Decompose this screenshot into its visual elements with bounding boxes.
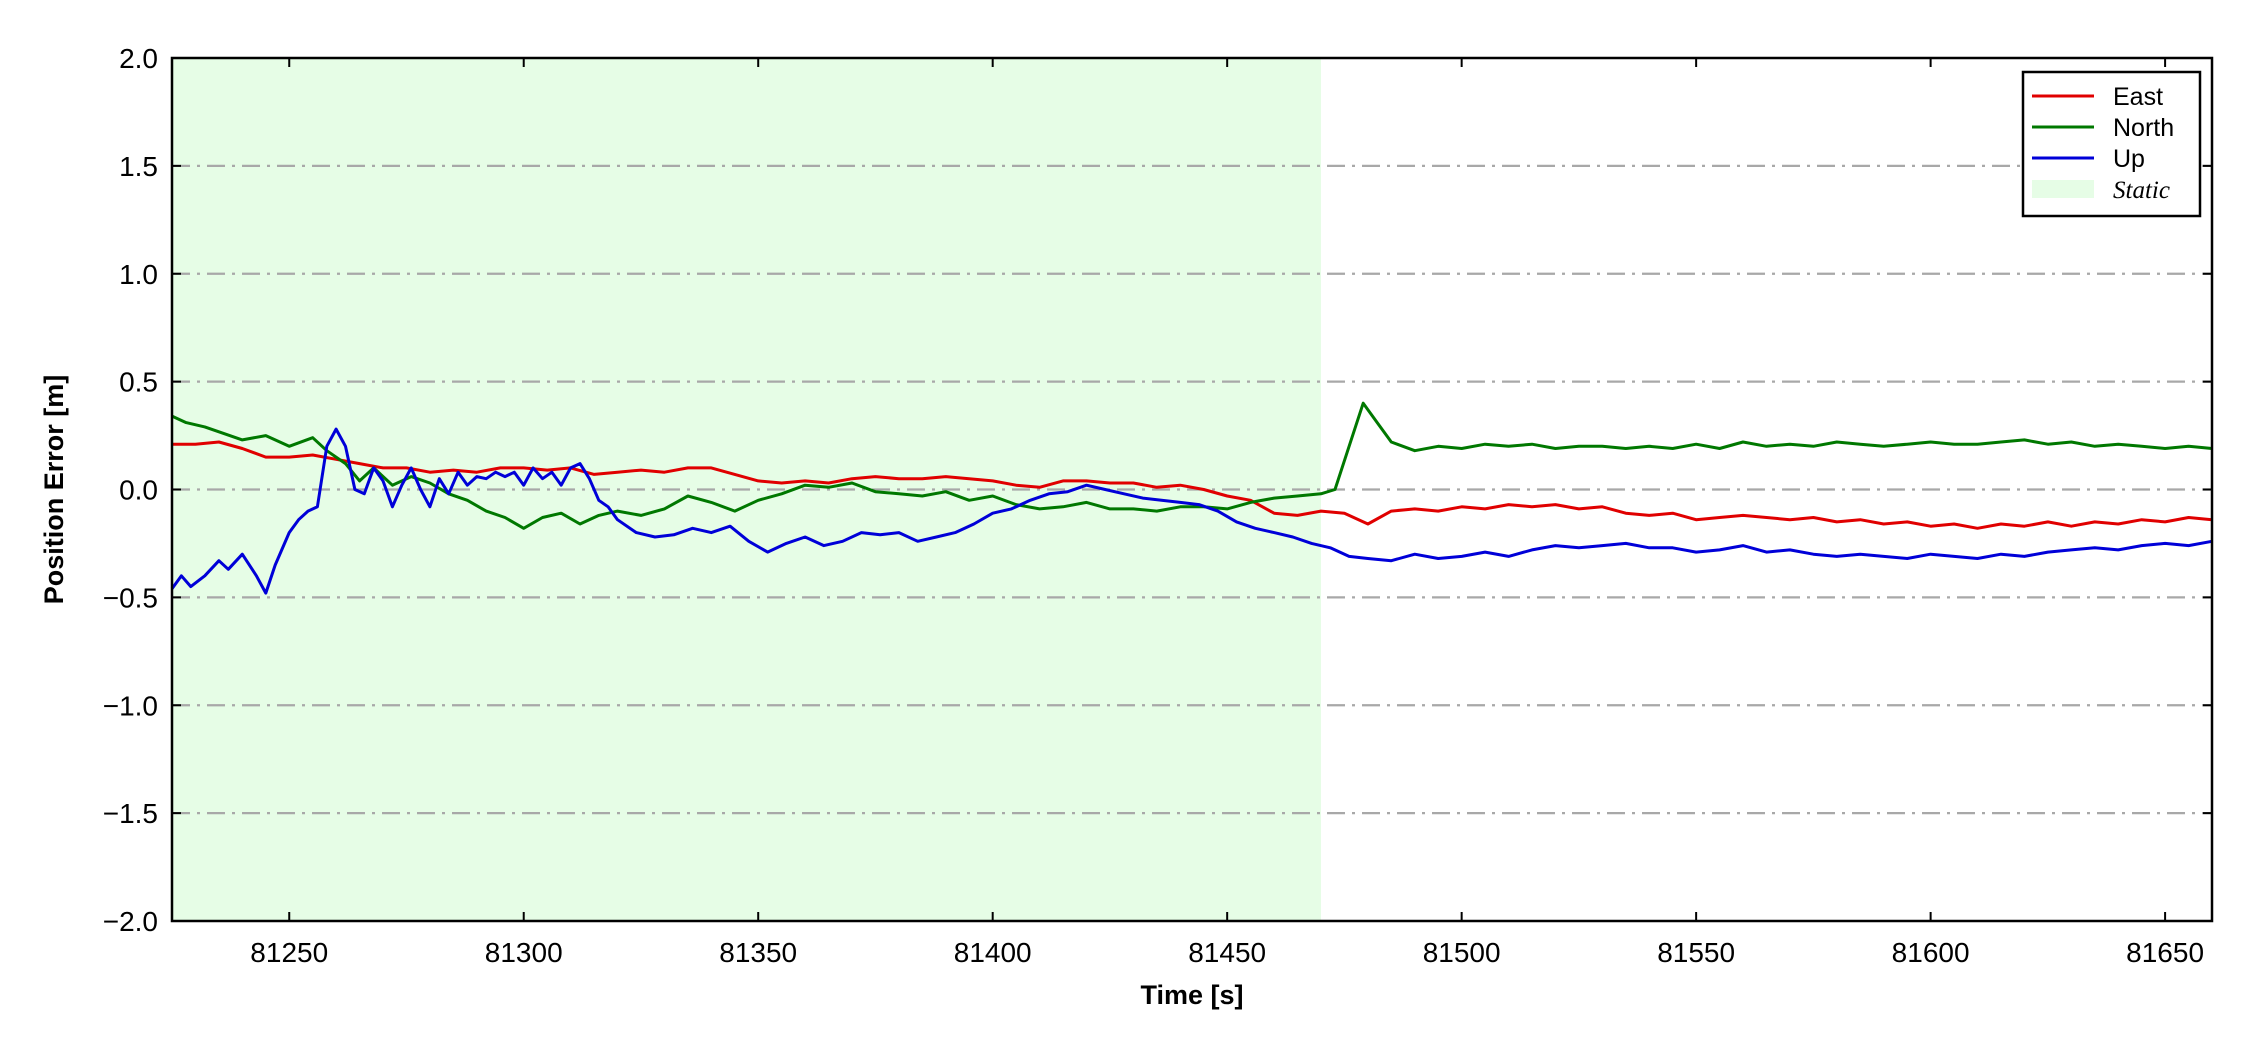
legend: East North Up Static bbox=[2021, 70, 2202, 218]
x-tick-label: 81450 bbox=[1188, 937, 1266, 968]
y-tick-label: 1.0 bbox=[119, 259, 158, 290]
grid-lines bbox=[172, 164, 2212, 815]
y-tick-label: 2.0 bbox=[119, 43, 158, 74]
series-line-up bbox=[170, 427, 2213, 595]
y-tick-label: 1.5 bbox=[119, 151, 158, 182]
legend-static-swatch bbox=[2032, 180, 2094, 198]
x-tick-label: 81300 bbox=[485, 937, 563, 968]
x-tick-label: 81650 bbox=[2126, 937, 2204, 968]
axis-tick-labels: 81250 81300 81350 81400 81450 81500 81550 81600… bbox=[103, 43, 2204, 968]
y-axis-title: Position Error [m] bbox=[39, 375, 69, 605]
x-tick-label: 81250 bbox=[250, 937, 328, 968]
y-tick-label: −1.0 bbox=[103, 690, 158, 721]
legend-static-label: Static bbox=[2113, 177, 2170, 204]
y-tick-label: 0.0 bbox=[119, 475, 158, 506]
x-tick-label: 81500 bbox=[1423, 937, 1501, 968]
series-lines bbox=[170, 401, 2213, 595]
y-tick-label: −1.5 bbox=[103, 798, 158, 829]
y-tick-label: 0.5 bbox=[119, 367, 158, 398]
x-tick-label: 81400 bbox=[954, 937, 1032, 968]
y-tick-label: −2.0 bbox=[103, 906, 158, 937]
series-line-north bbox=[171, 401, 2213, 530]
series-line-east bbox=[172, 440, 2213, 530]
axis-ticks bbox=[172, 57, 2212, 922]
x-axis-title: Time [s] bbox=[1140, 980, 1243, 1010]
x-tick-label: 81350 bbox=[719, 937, 797, 968]
legend-up-label: Up bbox=[2113, 145, 2145, 173]
x-tick-label: 81550 bbox=[1657, 937, 1735, 968]
legend-north-label: North bbox=[2113, 114, 2174, 142]
legend-east-label: East bbox=[2113, 83, 2163, 111]
y-tick-label: −0.5 bbox=[103, 582, 158, 613]
x-tick-label: 81600 bbox=[1892, 937, 1970, 968]
